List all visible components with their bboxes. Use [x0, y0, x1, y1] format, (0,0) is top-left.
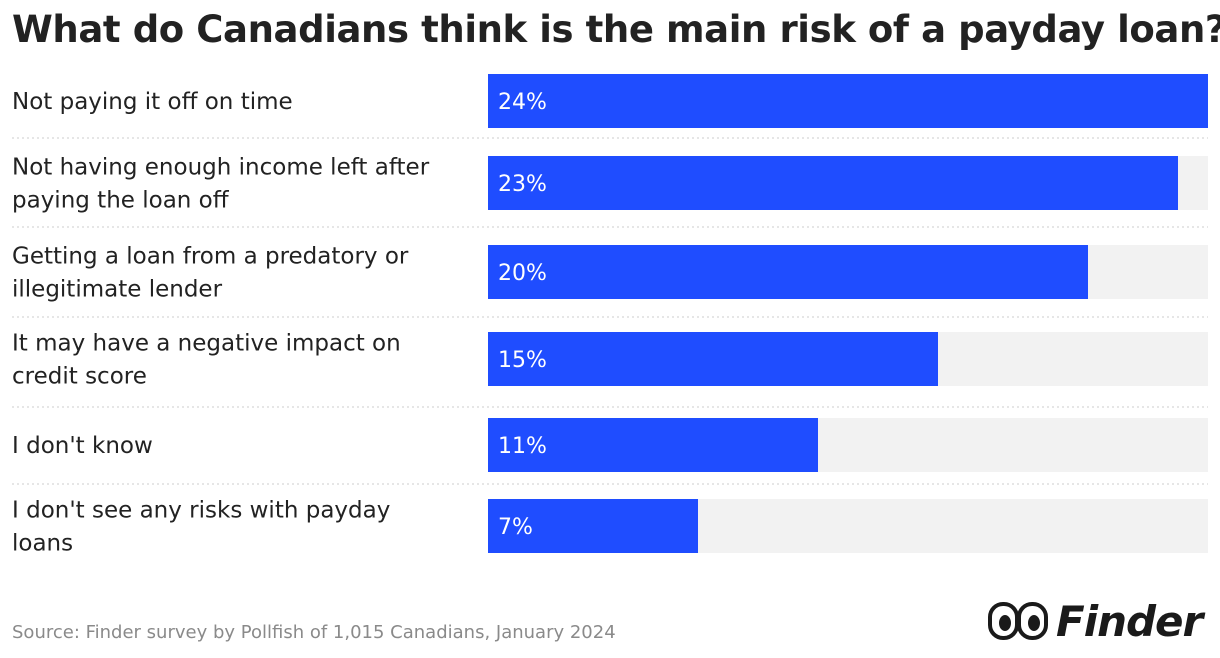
bar-5 — [488, 418, 818, 472]
bar-3 — [488, 245, 1088, 299]
bar-2 — [488, 156, 1178, 210]
chart-title: What do Canadians think is the main risk… — [12, 8, 1220, 51]
eyes-logo-icon — [988, 602, 1048, 640]
category-label: illegitimate lender — [12, 277, 223, 303]
source-note: Source: Finder survey by Pollfish of 1,0… — [12, 622, 616, 643]
value-label: 20% — [498, 261, 547, 286]
category-label: It may have a negative impact on — [12, 331, 401, 357]
value-label: 11% — [498, 434, 547, 459]
category-label: Not paying it off on time — [12, 89, 293, 115]
bar-chart: 24% Not paying it off on time 23% Not havin… — [12, 74, 1208, 557]
value-label: 15% — [498, 348, 547, 373]
value-label: 24% — [498, 90, 547, 115]
bar-6 — [488, 499, 698, 553]
bar-4 — [488, 332, 938, 386]
value-label: 23% — [498, 172, 547, 197]
category-label: paying the loan off — [12, 188, 230, 214]
finder-logo: Finder — [988, 596, 1203, 646]
bar-1 — [488, 74, 1208, 128]
category-label: I don't know — [12, 433, 153, 459]
category-label: Getting a loan from a predatory or — [12, 244, 409, 270]
category-label: credit score — [12, 364, 147, 390]
logo-wordmark: Finder — [1056, 596, 1203, 646]
value-label: 7% — [498, 515, 533, 540]
category-label: loans — [12, 531, 73, 557]
category-label: I don't see any risks with payday — [12, 498, 390, 524]
category-label: Not having enough income left after — [12, 155, 430, 181]
